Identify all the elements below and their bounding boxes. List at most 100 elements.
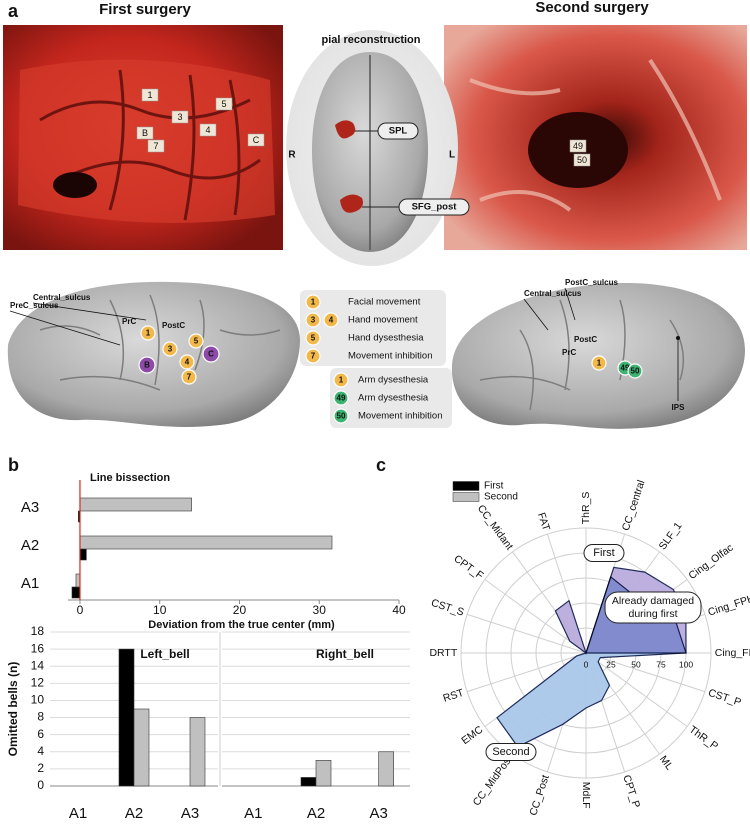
x-tick-label: A3	[369, 805, 387, 822]
site-marker	[140, 325, 156, 341]
spoke	[466, 613, 587, 654]
anatomy-label: IPS	[672, 403, 686, 412]
anatomy-label: PrC	[122, 317, 136, 326]
bar	[300, 777, 317, 787]
radial-tick-label: 50	[631, 659, 641, 669]
sulci	[39, 294, 281, 391]
legend-text: Hand dysesthesia	[348, 333, 424, 344]
axis-label: SLF_1	[657, 520, 685, 552]
bar	[189, 717, 206, 787]
photo-tag-label: 7	[153, 141, 158, 151]
overlap-annotation: Already damaged	[612, 595, 694, 607]
site-marker	[138, 356, 156, 374]
annotation-pill	[604, 591, 702, 624]
site-marker-label: 1	[311, 298, 316, 307]
anatomy-label: PostC_sulcus	[565, 278, 618, 287]
anatomy-label: PostC	[162, 321, 185, 330]
bar	[79, 497, 192, 512]
series-annotation: Second	[492, 746, 529, 758]
photo-tag-label: 4	[205, 125, 210, 135]
site-marker	[333, 408, 349, 424]
region-spl	[335, 120, 356, 139]
axis-label: FAT	[535, 511, 552, 533]
legend-text: Movement inhibition	[358, 411, 443, 422]
photo-tag	[136, 126, 154, 140]
annotation-pill	[583, 544, 625, 562]
leader-line	[564, 287, 576, 321]
site-marker-label: 1	[146, 329, 151, 338]
x-tick-label: 0	[77, 603, 84, 617]
y-tick-label: 18	[31, 624, 45, 638]
legend-swatch	[452, 492, 480, 502]
y-tick-label: 8	[37, 710, 44, 724]
leader-line	[9, 310, 121, 346]
bar	[378, 751, 394, 787]
anatomy-label: Central_sulcus	[33, 293, 91, 302]
spoke	[585, 652, 706, 693]
photo-tag-label: 49	[573, 141, 583, 151]
x-tick-label: A3	[181, 805, 199, 822]
series-annotation: First	[593, 547, 614, 559]
legend-text: Facial movement	[348, 297, 421, 308]
legend-text: Arm dysesthesia	[358, 375, 429, 386]
photo-tag	[569, 139, 587, 153]
bar	[71, 586, 81, 599]
region-label: SPL	[389, 126, 408, 137]
axis-label: Cing_FP	[715, 647, 750, 659]
axis-label: CC_Post	[527, 773, 551, 817]
hemisphere-label: R	[288, 150, 296, 161]
photo-title: Second surgery	[535, 0, 649, 16]
axis-label: ThR_P	[687, 724, 720, 753]
legend-text: Arm dysesthesia	[358, 393, 429, 404]
spoke	[585, 652, 688, 727]
photo-title: First surgery	[99, 1, 191, 18]
y-axis-label: Omitted bells (n)	[6, 662, 20, 757]
site-marker	[162, 341, 178, 357]
photo-tag	[141, 88, 159, 102]
axis-label: DRTT	[429, 647, 457, 659]
y-tick-label: 14	[31, 658, 45, 672]
photo-tag-label: 3	[177, 112, 182, 122]
legend-swatch	[452, 481, 480, 491]
site-marker-label: 1	[597, 359, 602, 368]
radial-tick-label: 0	[584, 659, 589, 669]
x-tick-label: 20	[233, 603, 247, 617]
x-tick-label: A1	[69, 805, 87, 822]
x-tick-label: A2	[307, 805, 325, 822]
axis-label: CC_central	[620, 479, 648, 533]
site-marker-label: 50	[631, 367, 640, 376]
axis-label: CPT_F	[452, 553, 486, 582]
site-marker	[305, 294, 321, 310]
hemisphere-label: L	[449, 150, 455, 161]
site-marker	[323, 312, 339, 328]
photo-tag	[247, 133, 265, 147]
y-tick-label: 16	[31, 641, 45, 655]
radial-tick-label: 75	[656, 659, 666, 669]
photo-tag-label: 5	[221, 99, 226, 109]
axis-label: EMC	[459, 723, 485, 747]
axis-label: MdLF	[580, 782, 592, 809]
leader-dot	[676, 336, 680, 340]
region-pill	[398, 198, 470, 216]
first-surgery-photo	[3, 25, 283, 250]
site-marker-label: 3	[168, 345, 173, 354]
axis-label: ML	[657, 754, 675, 773]
axis-label: CC_Midant	[475, 503, 516, 553]
photo-tag-label: C	[253, 135, 260, 145]
site-marker-label: 7	[311, 352, 316, 361]
axis-label: CST_P	[707, 687, 743, 709]
y-tick-label: 10	[31, 693, 45, 707]
pial-reconstruction	[286, 30, 458, 266]
x-tick-label: A1	[244, 805, 262, 822]
x-axis-label: Deviation from the true center (mm)	[148, 619, 335, 631]
y-tick-label: 6	[37, 727, 44, 741]
panel-label: b	[8, 455, 19, 475]
photo-gauze	[469, 58, 722, 212]
chart-title: Right_bell	[316, 647, 374, 661]
site-marker	[181, 369, 197, 385]
panel-label: c	[376, 455, 386, 475]
bar	[315, 760, 332, 787]
render-title: pial reconstruction	[321, 34, 420, 46]
